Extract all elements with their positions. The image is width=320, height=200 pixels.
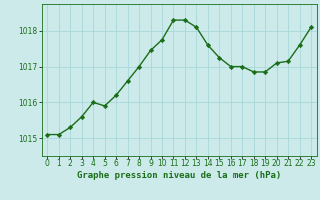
X-axis label: Graphe pression niveau de la mer (hPa): Graphe pression niveau de la mer (hPa) [77, 171, 281, 180]
